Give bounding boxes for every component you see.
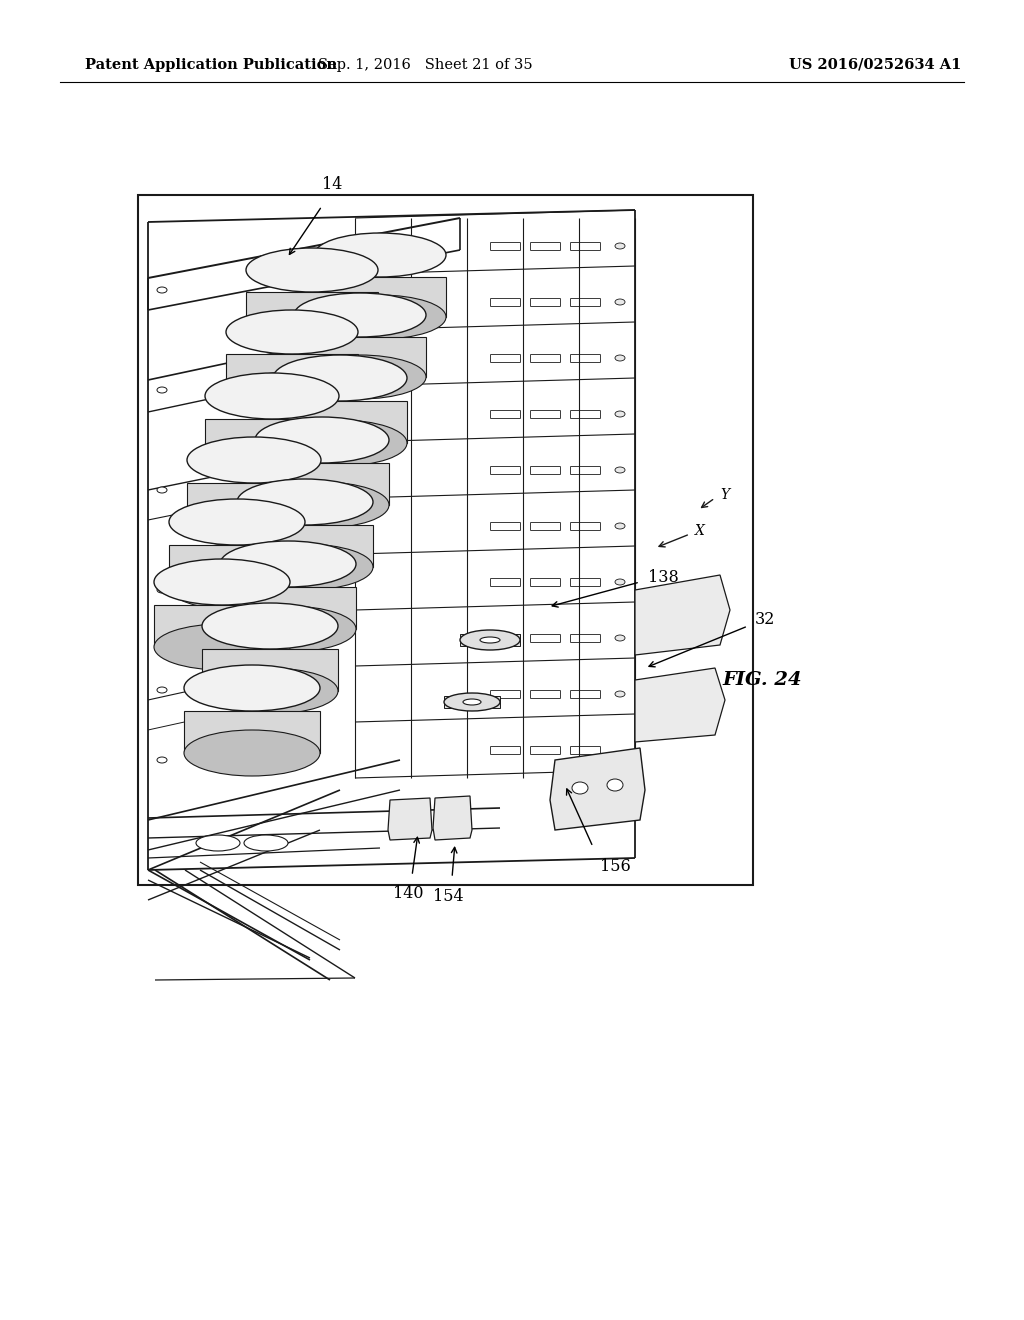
Ellipse shape [244,836,288,851]
Ellipse shape [246,310,378,354]
Ellipse shape [157,686,167,693]
Ellipse shape [480,638,500,643]
Ellipse shape [615,523,625,529]
Polygon shape [237,525,373,568]
Polygon shape [205,418,339,461]
Ellipse shape [615,579,625,585]
Ellipse shape [314,294,446,339]
Ellipse shape [615,300,625,305]
Polygon shape [635,576,730,655]
Ellipse shape [205,374,339,418]
Polygon shape [460,634,520,645]
Text: Y: Y [720,488,729,502]
Text: US 2016/0252634 A1: US 2016/0252634 A1 [788,58,962,73]
Polygon shape [255,463,389,506]
Ellipse shape [157,587,167,593]
Ellipse shape [246,248,378,292]
Ellipse shape [187,437,321,483]
Ellipse shape [157,286,167,293]
Polygon shape [294,337,426,378]
Ellipse shape [184,730,319,776]
Text: 140: 140 [393,884,423,902]
Ellipse shape [202,603,338,649]
Ellipse shape [157,387,167,393]
Ellipse shape [157,487,167,492]
Ellipse shape [237,479,373,525]
Ellipse shape [572,781,588,795]
Text: X: X [695,524,705,539]
Ellipse shape [169,564,305,610]
Ellipse shape [615,411,625,417]
Ellipse shape [255,482,389,528]
Ellipse shape [157,756,167,763]
Polygon shape [187,483,321,525]
Polygon shape [635,668,725,742]
Ellipse shape [226,372,358,416]
Text: FIG. 24: FIG. 24 [722,671,802,689]
Ellipse shape [220,541,356,587]
Polygon shape [246,292,378,333]
Text: Patent Application Publication: Patent Application Publication [85,58,337,73]
Ellipse shape [255,417,389,463]
Polygon shape [388,799,432,840]
Ellipse shape [237,544,373,590]
Text: 156: 156 [600,858,631,875]
Polygon shape [273,401,407,444]
Polygon shape [220,587,356,630]
Ellipse shape [169,499,305,545]
Ellipse shape [615,355,625,360]
Ellipse shape [615,635,625,642]
Ellipse shape [196,836,240,851]
Ellipse shape [273,420,407,466]
Polygon shape [226,354,358,393]
Ellipse shape [294,293,426,337]
Ellipse shape [154,624,290,671]
Ellipse shape [615,467,625,473]
Polygon shape [433,796,472,840]
Polygon shape [444,696,500,708]
Ellipse shape [184,665,319,711]
Polygon shape [314,277,446,317]
Ellipse shape [460,630,520,649]
Text: 154: 154 [433,888,463,906]
Ellipse shape [607,779,623,791]
Ellipse shape [202,668,338,714]
Ellipse shape [294,355,426,399]
Ellipse shape [615,243,625,249]
Text: 14: 14 [322,176,342,193]
Bar [138,195,753,884]
Ellipse shape [314,234,446,277]
Ellipse shape [187,502,321,548]
Polygon shape [154,605,290,647]
Polygon shape [169,545,305,587]
Ellipse shape [615,690,625,697]
Ellipse shape [220,606,356,652]
Ellipse shape [444,693,500,711]
Polygon shape [550,748,645,830]
Polygon shape [202,649,338,690]
Ellipse shape [154,558,290,605]
Text: 32: 32 [755,611,775,628]
Ellipse shape [205,438,339,484]
Ellipse shape [273,355,407,401]
Ellipse shape [226,310,358,354]
Ellipse shape [463,700,481,705]
Text: 138: 138 [648,569,679,586]
Polygon shape [184,711,319,752]
Text: Sep. 1, 2016   Sheet 21 of 35: Sep. 1, 2016 Sheet 21 of 35 [317,58,532,73]
